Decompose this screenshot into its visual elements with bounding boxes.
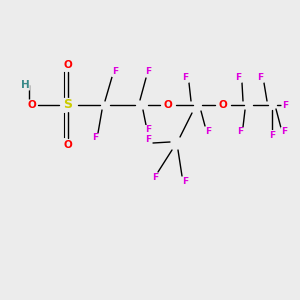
- Text: F: F: [281, 128, 287, 136]
- Text: F: F: [182, 178, 188, 187]
- Text: H: H: [21, 80, 29, 90]
- Text: S: S: [64, 98, 73, 112]
- Text: F: F: [145, 68, 151, 76]
- Text: O: O: [164, 100, 172, 110]
- Text: F: F: [205, 128, 211, 136]
- Text: F: F: [92, 134, 98, 142]
- Text: F: F: [257, 74, 263, 82]
- Text: O: O: [64, 60, 72, 70]
- Text: O: O: [64, 140, 72, 150]
- Text: F: F: [235, 74, 241, 82]
- Text: F: F: [182, 74, 188, 82]
- Text: F: F: [145, 136, 151, 145]
- Text: F: F: [282, 100, 288, 109]
- Text: F: F: [269, 130, 275, 140]
- Text: O: O: [28, 100, 36, 110]
- Text: F: F: [152, 173, 158, 182]
- Text: F: F: [237, 128, 243, 136]
- Text: O: O: [219, 100, 227, 110]
- Text: F: F: [112, 68, 118, 76]
- Text: F: F: [145, 125, 151, 134]
